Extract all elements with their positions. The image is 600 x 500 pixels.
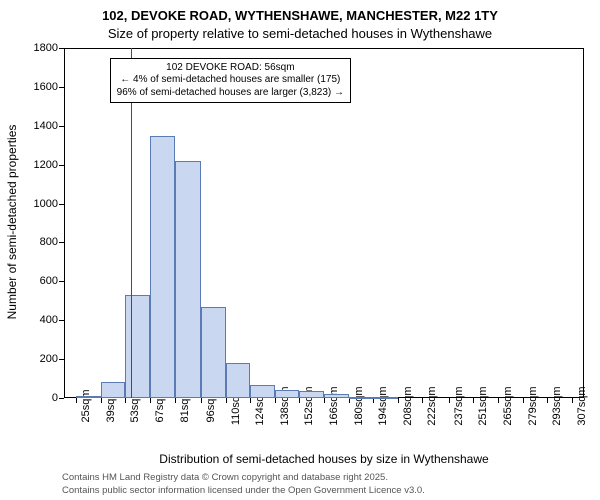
- y-tick-mark: [59, 87, 64, 88]
- y-tick-label: 1000: [24, 198, 58, 210]
- y-tick-mark: [59, 242, 64, 243]
- x-tick-label: 307sqm: [576, 386, 588, 425]
- x-tick-label: 180sqm: [353, 386, 365, 425]
- y-tick-mark: [59, 48, 64, 49]
- y-tick-mark: [59, 398, 64, 399]
- histogram-bar: [373, 397, 398, 399]
- histogram-bar: [101, 382, 126, 398]
- y-tick-label: 600: [24, 275, 58, 287]
- histogram-bar: [349, 397, 374, 399]
- x-tick-label: 208sqm: [402, 386, 414, 425]
- x-tick-mark: [547, 398, 548, 403]
- x-tick-mark: [498, 398, 499, 403]
- histogram-bar: [125, 295, 150, 398]
- histogram-bar: [76, 396, 101, 398]
- x-tick-mark: [175, 398, 176, 403]
- x-tick-mark: [101, 398, 102, 403]
- histogram-bar: [175, 161, 201, 398]
- x-tick-mark: [324, 398, 325, 403]
- x-axis-label: Distribution of semi-detached houses by …: [64, 452, 584, 466]
- y-tick-mark: [59, 359, 64, 360]
- y-axis-label: Number of semi-detached properties: [5, 47, 19, 397]
- histogram-bar: [201, 307, 226, 398]
- x-tick-mark: [422, 398, 423, 403]
- annotation-line-3: 96% of semi-detached houses are larger (…: [117, 87, 344, 100]
- x-tick-label: 222sqm: [426, 386, 438, 425]
- x-tick-label: 194sqm: [377, 386, 389, 425]
- x-tick-mark: [150, 398, 151, 403]
- x-tick-mark: [125, 398, 126, 403]
- footer-line-1: Contains HM Land Registry data © Crown c…: [62, 472, 388, 483]
- y-tick-label: 200: [24, 353, 58, 365]
- y-tick-label: 1600: [24, 81, 58, 93]
- y-tick-label: 1800: [24, 42, 58, 54]
- y-tick-label: 1400: [24, 120, 58, 132]
- x-tick-mark: [76, 398, 77, 403]
- histogram-bar: [324, 394, 349, 398]
- x-tick-label: 293sqm: [551, 386, 563, 425]
- y-tick-label: 400: [24, 314, 58, 326]
- x-tick-label: 265sqm: [502, 386, 514, 425]
- chart-container: 102, DEVOKE ROAD, WYTHENSHAWE, MANCHESTE…: [0, 0, 600, 500]
- chart-title-line1: 102, DEVOKE ROAD, WYTHENSHAWE, MANCHESTE…: [0, 8, 600, 23]
- footer-line-2: Contains public sector information licen…: [62, 485, 425, 496]
- annotation-line-1: 102 DEVOKE ROAD: 56sqm: [117, 62, 344, 75]
- x-tick-mark: [275, 398, 276, 403]
- x-tick-mark: [473, 398, 474, 403]
- x-tick-mark: [201, 398, 202, 403]
- x-tick-label: 279sqm: [527, 386, 539, 425]
- x-tick-mark: [299, 398, 300, 403]
- y-tick-label: 800: [24, 236, 58, 248]
- x-tick-label: 237sqm: [453, 386, 465, 425]
- y-tick-mark: [59, 165, 64, 166]
- x-tick-label: 166sqm: [328, 386, 340, 425]
- histogram-bar: [250, 385, 275, 398]
- y-tick-mark: [59, 126, 64, 127]
- y-tick-mark: [59, 320, 64, 321]
- annotation-line-2: ← 4% of semi-detached houses are smaller…: [117, 74, 344, 87]
- x-tick-mark: [250, 398, 251, 403]
- x-tick-mark: [572, 398, 573, 403]
- histogram-bar: [226, 363, 251, 398]
- histogram-bar: [299, 391, 324, 398]
- x-tick-label: 251sqm: [477, 386, 489, 425]
- histogram-bar: [150, 136, 175, 399]
- y-tick-mark: [59, 204, 64, 205]
- y-tick-label: 0: [24, 392, 58, 404]
- x-tick-mark: [398, 398, 399, 403]
- y-tick-label: 1200: [24, 159, 58, 171]
- annotation-box: 102 DEVOKE ROAD: 56sqm← 4% of semi-detac…: [110, 58, 351, 104]
- y-tick-mark: [59, 281, 64, 282]
- chart-title-line2: Size of property relative to semi-detach…: [0, 26, 600, 41]
- x-tick-mark: [226, 398, 227, 403]
- x-tick-mark: [449, 398, 450, 403]
- x-tick-label: 25sqm: [80, 389, 92, 422]
- histogram-bar: [275, 390, 300, 398]
- x-tick-mark: [523, 398, 524, 403]
